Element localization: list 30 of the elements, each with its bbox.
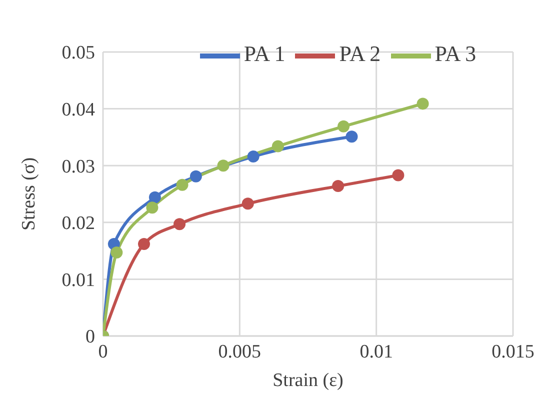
point — [392, 169, 404, 182]
x-tick-label: 0.01 — [360, 341, 393, 362]
point — [338, 120, 350, 132]
y-axis-title: Stress (σ) — [18, 157, 40, 231]
point — [146, 202, 158, 214]
point — [174, 218, 186, 230]
y-tick-label: 0.02 — [62, 213, 95, 234]
x-tick-label: 0.005 — [218, 341, 262, 362]
point — [416, 98, 429, 110]
x-tick-label: 0.015 — [492, 341, 534, 362]
point — [148, 191, 161, 204]
point — [247, 150, 260, 163]
y-tick-label: 0.04 — [62, 100, 96, 121]
point — [138, 238, 150, 250]
point — [190, 170, 202, 182]
point — [346, 130, 358, 143]
y-tick-label: 0 — [86, 326, 95, 348]
legend-label: PA 2 — [339, 41, 381, 66]
y-tick-label: 0.05 — [62, 42, 95, 64]
point — [217, 160, 230, 172]
point — [242, 198, 254, 210]
x-axis-title: Strain (ε) — [272, 370, 344, 391]
legend-label: PA 1 — [244, 41, 286, 66]
point — [272, 140, 284, 152]
point — [332, 180, 344, 192]
point — [176, 178, 188, 191]
legend-label: PA 3 — [434, 41, 476, 66]
y-tick-label: 0.03 — [62, 156, 95, 178]
y-tick-label: 0.01 — [62, 270, 95, 291]
point — [110, 246, 123, 259]
